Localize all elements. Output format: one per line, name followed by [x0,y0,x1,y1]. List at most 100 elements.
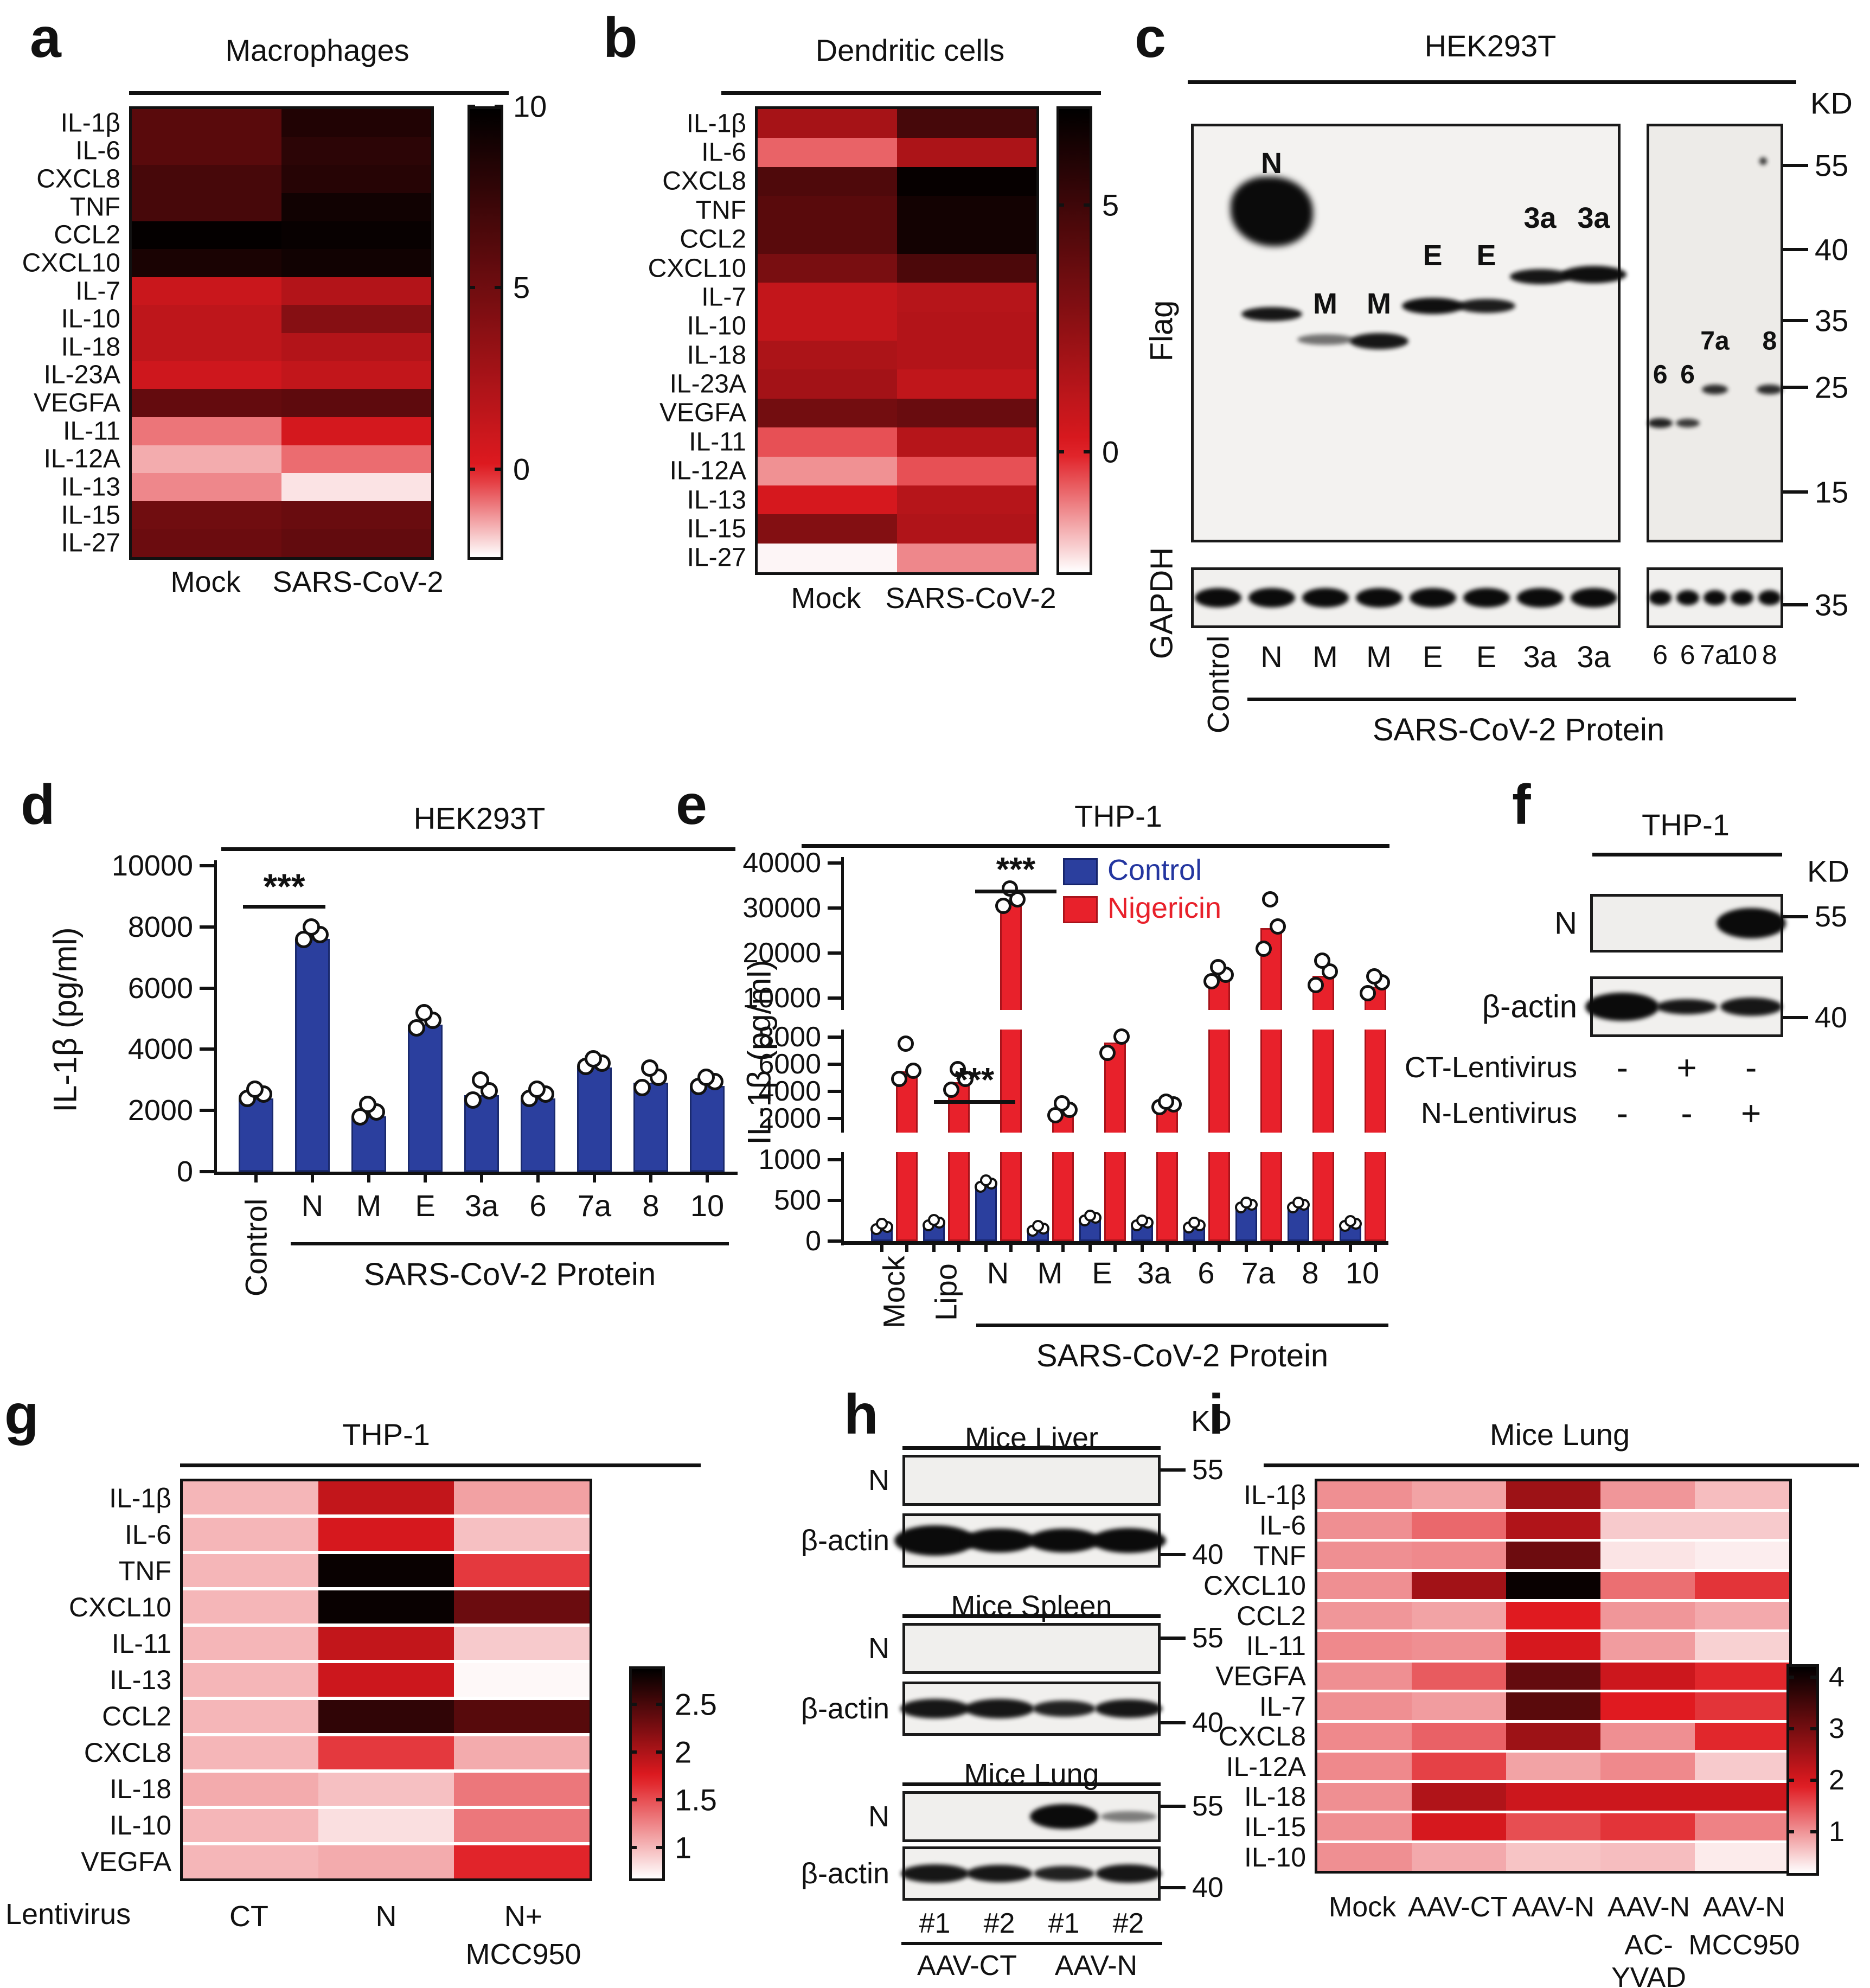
heatmap-cell [454,1590,590,1624]
d-x-tick [706,1175,709,1182]
heatmap-cell [132,445,281,474]
panel-c-kd-label: KD [1810,86,1853,120]
c-flag-band [1401,297,1464,314]
heatmap-cell [758,427,897,457]
h-marker-55-label: 55 [1192,1454,1224,1486]
heatmap-cell [281,361,431,389]
data-point [1136,1214,1148,1226]
colorbar-tick-label: 2 [1829,1765,1845,1797]
c-gapdh-band [1704,590,1726,605]
heatmap-row [132,193,431,221]
heatmap-cell [1412,1511,1506,1539]
heatmap-row-label: IL-12A [669,456,746,485]
heatmap-cell [1600,1843,1695,1871]
heatmap-cell [132,333,281,361]
panel-letter-g: g [4,1383,39,1446]
data-point [905,1062,921,1079]
heatmap-cell [318,1481,454,1515]
c-lane-label: E [1422,640,1443,674]
heatmap-row [758,196,1036,225]
colorbar-tick [629,1846,637,1850]
c-flag-marker-label: 35 [1815,303,1849,338]
colorbar-tick [629,1798,637,1802]
c-gapdh-marker-tick [1783,603,1808,607]
heatmap-cell [1317,1602,1412,1630]
heatmap-cell [1600,1722,1695,1750]
heatmap-row [132,445,431,474]
f-actin-band [1656,999,1717,1014]
heatmap-row [1317,1511,1789,1539]
d-bar [690,1086,725,1172]
data-point [1032,1220,1044,1232]
d-x-tick [536,1175,540,1182]
data-point [641,1059,658,1077]
colorbar-tick-label: 0 [1102,434,1119,469]
heatmap-cell [1317,1632,1412,1660]
h-n-blot [902,1455,1161,1506]
heatmap-row-label: IL-18 [1244,1781,1306,1812]
e-x-tick [984,1245,988,1252]
c-flag-band [1702,385,1728,395]
panel-h-kd-label: KD [1191,1405,1232,1437]
heatmap-row [1317,1722,1789,1750]
heatmap-row [758,253,1036,283]
heatmap-cell [183,1736,318,1769]
e-x-label-rot: Mock [876,1256,911,1328]
heatmap-cell [281,249,431,277]
h-group-label: AAV-N [1054,1950,1138,1981]
f-n-band [1716,908,1786,938]
data-point [697,1068,715,1086]
heatmap-col-sublabel2: YVAD [1611,1962,1686,1988]
heatmap-cell [281,277,431,305]
heatmap-cell [1412,1813,1506,1841]
colorbar-tick-label: 1.5 [675,1782,717,1817]
heatmap-cell [897,543,1036,572]
panel-b-title-rule [721,91,1101,95]
heatmap-cell [1695,1722,1789,1750]
heatmap-cell [132,417,281,445]
heatmap-cell [318,1736,454,1769]
h-group-rule [902,1614,1161,1618]
data-point [928,1213,940,1226]
e-y-tick-label: 1000 [758,1144,821,1175]
c-flag-marker-label: 25 [1815,370,1849,405]
data-point [1158,1094,1174,1110]
heatmap-row [758,225,1036,254]
e-y-tick [828,906,842,910]
heatmap-cell [281,193,431,221]
heatmap-row [758,398,1036,428]
heatmap-heatmap_i [1315,1479,1792,1874]
e-y-tick-label: 0 [805,1225,821,1257]
heatmap-cell [1600,1813,1695,1841]
heatmap-row [758,369,1036,399]
e-y-tick [828,1063,842,1066]
heatmap-row-label: IL-18 [687,341,746,370]
heatmap-cell [1695,1632,1789,1660]
e-x-tick [1141,1245,1144,1252]
panel-c-title-rule [1188,80,1796,84]
data-point [995,897,1011,914]
heatmap-row [183,1699,590,1733]
c-lane-label: 3a [1577,640,1611,674]
heatmap-cell [1317,1753,1412,1781]
data-point [415,1004,433,1022]
d-y-tick [200,1109,215,1113]
h-actin-label: β-actin [800,1857,889,1890]
heatmap-row [183,1554,590,1588]
heatmap-cell [1317,1843,1412,1871]
heatmap-col-label: AAV-CT [1408,1891,1508,1923]
c-gapdh-band [1516,588,1564,608]
data-point [1270,918,1286,935]
panel-b-title: Dendritic cells [815,33,1005,67]
f-sign: + [1740,1094,1762,1133]
d-x-label: E [415,1188,436,1223]
heatmap-cell [318,1808,454,1842]
heatmap-cell [1412,1753,1506,1781]
data-point [1188,1217,1200,1229]
heatmap-cell [454,1518,590,1551]
colorbar-tick-label: 5 [1102,188,1119,222]
h-actin-band [966,1865,1033,1882]
heatmap-row-label: IL-27 [61,528,120,558]
heatmap-cell [454,1845,590,1879]
heatmap-col-label: Mock [170,566,241,598]
